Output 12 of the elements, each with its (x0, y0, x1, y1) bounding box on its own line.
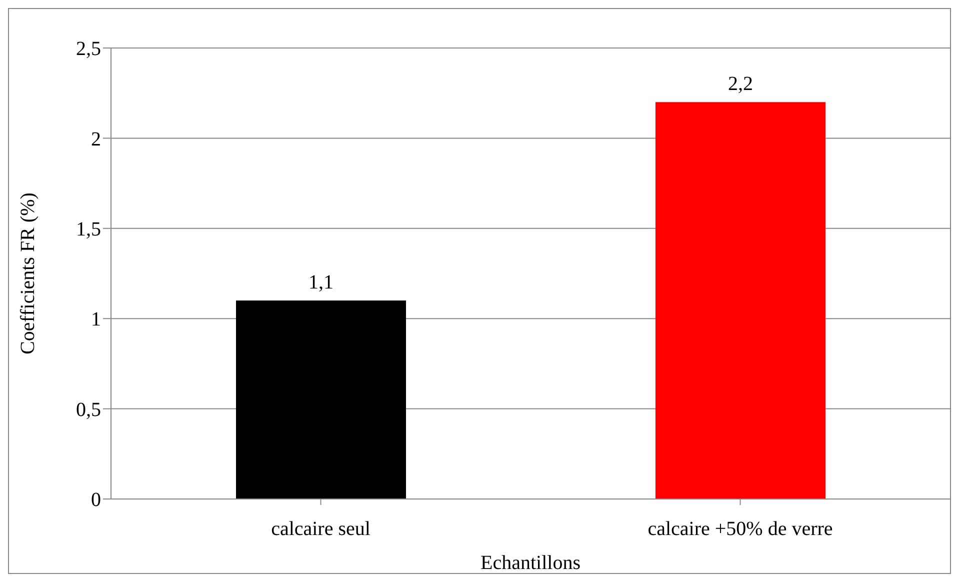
y-tick-label: 2,5 (76, 38, 101, 60)
x-tick-label: calcaire seul (271, 518, 371, 540)
y-tick-label: 2 (91, 128, 101, 150)
y-tick-label: 0,5 (76, 398, 101, 421)
y-tick-label: 1,5 (76, 218, 101, 240)
y-tick-label: 0 (91, 489, 101, 512)
x-axis-title: Echantillons (480, 552, 581, 574)
x-tick-label: calcaire +50% de verre (648, 518, 833, 540)
data-label: 1,1 (308, 272, 334, 294)
y-tick-label: 1 (91, 308, 101, 331)
y-axis-title: Coefficients FR (%) (17, 192, 40, 354)
data-label: 2,2 (728, 73, 753, 96)
